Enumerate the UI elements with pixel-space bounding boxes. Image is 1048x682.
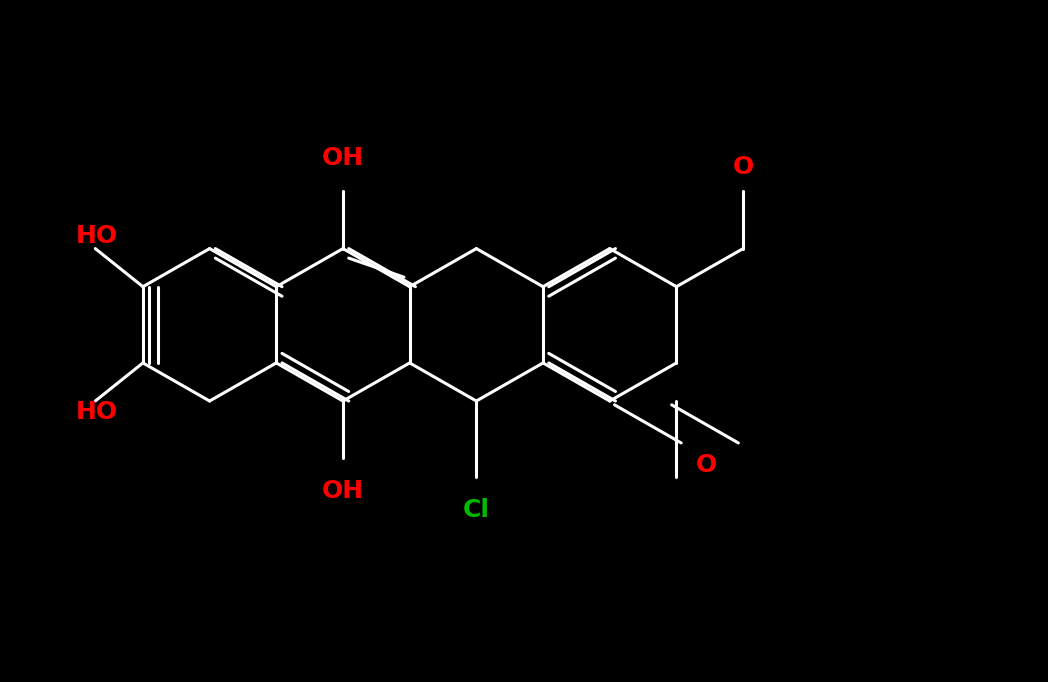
Text: OH: OH — [322, 145, 364, 170]
Text: HO: HO — [77, 224, 118, 248]
Text: OH: OH — [322, 479, 364, 503]
Text: HO: HO — [77, 400, 118, 424]
Text: O: O — [696, 453, 717, 477]
Text: O: O — [733, 155, 754, 179]
Text: Cl: Cl — [463, 498, 489, 522]
